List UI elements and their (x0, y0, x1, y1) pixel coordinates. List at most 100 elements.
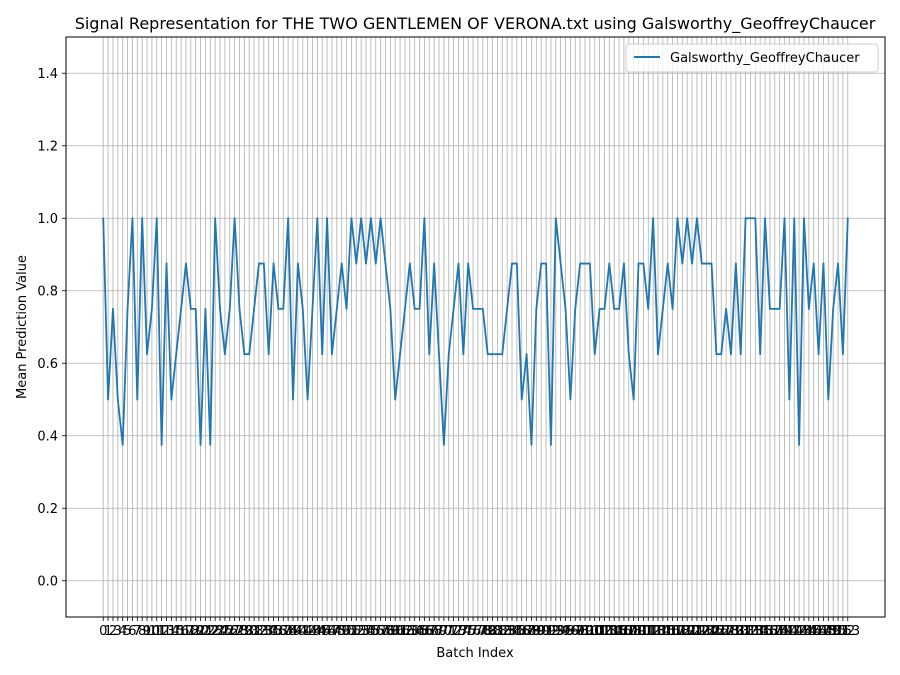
data-point (817, 353, 820, 356)
data-point (671, 307, 674, 310)
x-tick-label: 94 (552, 624, 569, 639)
data-point (783, 217, 786, 220)
x-tick-label: 23 (207, 624, 224, 639)
x-tick-label: 142 (782, 624, 807, 639)
x-tick-label: 92 (543, 624, 560, 639)
data-point (496, 353, 499, 356)
x-tick-label: 10 (144, 624, 161, 639)
x-tick-label: 76 (465, 624, 482, 639)
data-point (486, 353, 489, 356)
x-tick-label: 110 (626, 624, 651, 639)
data-point (525, 353, 528, 356)
x-tick-label: 48 (329, 624, 346, 639)
data-point (642, 262, 645, 265)
legend-box (625, 43, 879, 73)
data-point (262, 262, 265, 265)
x-axis-label: Batch Index (436, 646, 514, 661)
data-point (569, 398, 572, 401)
data-point (778, 307, 781, 310)
x-tick-label: 90 (533, 624, 550, 639)
data-point (369, 217, 372, 220)
data-point (827, 398, 830, 401)
data-point (773, 307, 776, 310)
x-tick-label: 79 (479, 624, 496, 639)
data-point (282, 307, 285, 310)
x-tick-label: 151 (826, 624, 851, 639)
data-point (146, 353, 148, 356)
data-point (579, 262, 582, 265)
x-tick-label: 130 (723, 624, 748, 639)
x-tick-label: 57 (372, 624, 389, 639)
y-tick-label: 0.8 (37, 284, 58, 299)
y-tick-label: 0.2 (37, 502, 58, 517)
x-tick-label: 95 (557, 624, 574, 639)
data-point (141, 217, 144, 220)
data-point (331, 353, 333, 356)
data-point (710, 262, 713, 265)
x-tick-label: 149 (816, 624, 841, 639)
data-point (734, 262, 737, 265)
data-point (613, 307, 616, 310)
data-point (618, 307, 620, 310)
data-point (822, 262, 825, 265)
data-point (394, 398, 397, 401)
data-point (769, 307, 771, 310)
x-tick-label: 113 (641, 624, 666, 639)
data-point (447, 353, 450, 356)
data-point (545, 262, 547, 265)
data-point (681, 262, 684, 265)
chart-title: Signal Representation for THE TWO GENTLE… (75, 14, 876, 34)
x-tick-label: 19 (187, 624, 204, 639)
data-point (112, 307, 114, 310)
data-point (131, 217, 134, 220)
x-tick-label: 49 (333, 624, 350, 639)
data-point (647, 307, 650, 310)
data-point (574, 307, 577, 310)
x-tick-label: 96 (562, 624, 579, 639)
data-point (126, 307, 129, 310)
x-tick-label: 83 (499, 624, 516, 639)
x-tick-label: 108 (616, 624, 641, 639)
x-tick-label: 86 (513, 624, 530, 639)
data-point (219, 307, 221, 310)
x-tick-label: 53 (353, 624, 370, 639)
data-point (559, 262, 562, 265)
data-point (185, 262, 187, 265)
data-point (345, 307, 348, 310)
data-point (807, 307, 810, 310)
x-tick-label: 62 (397, 624, 414, 639)
x-tick-label: 17 (178, 624, 195, 639)
x-tick-label: 116 (655, 624, 680, 639)
data-point (102, 217, 105, 220)
x-tick-label: 42 (299, 624, 316, 639)
data-point (360, 217, 363, 220)
x-tick-label: 55 (363, 624, 380, 639)
x-tick-label: 106 (607, 624, 632, 639)
data-point (846, 217, 849, 220)
legend-label: Galsworthy_GeoffreyChaucer (670, 51, 860, 66)
data-point (603, 307, 606, 310)
x-tick-label: 35 (265, 624, 282, 639)
x-tick-label: 99 (577, 624, 594, 639)
data-point (442, 443, 445, 446)
x-tick-label: 140 (772, 624, 797, 639)
x-tick-label: 18 (183, 624, 200, 639)
x-tick-label: 114 (646, 624, 671, 639)
data-point (228, 307, 231, 310)
x-tick-label: 100 (577, 624, 602, 639)
x-tick-label: 150 (821, 624, 846, 639)
x-tick-label: 145 (796, 624, 821, 639)
x-tick-label: 34 (260, 624, 277, 639)
data-point (418, 307, 421, 310)
x-tick-label: 46 (319, 624, 336, 639)
x-tick-label: 91 (538, 624, 555, 639)
data-point (116, 398, 119, 401)
x-tick-label: 153 (835, 624, 860, 639)
data-point (739, 353, 742, 356)
x-tick-label: 70 (436, 624, 453, 639)
y-tick-label: 0.6 (37, 357, 58, 372)
data-point (306, 398, 309, 401)
x-tick-label: 107 (612, 624, 637, 639)
x-tick-label: 8 (138, 624, 146, 639)
data-point (253, 307, 255, 310)
